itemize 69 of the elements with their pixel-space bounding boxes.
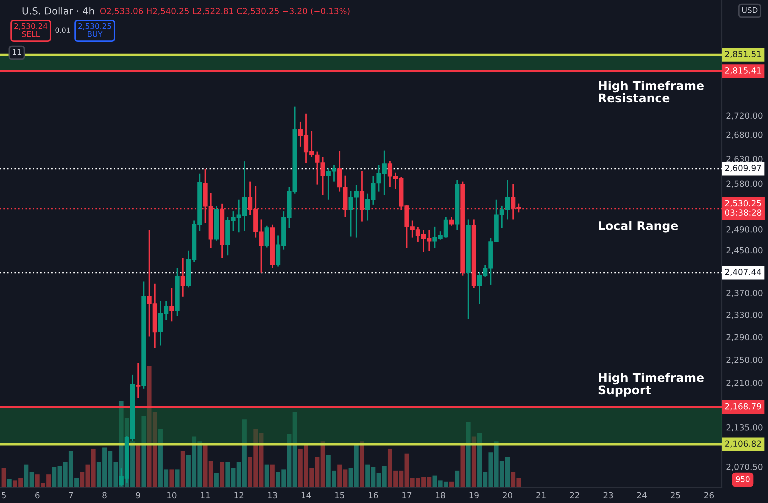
ref-line-label: 2,106.82 <box>725 440 762 448</box>
candlestick <box>264 225 270 248</box>
y-tick-label: 2,580.00 <box>726 180 763 188</box>
x-tick-label: 24 <box>637 492 647 498</box>
x-tick-label: 17 <box>402 492 412 498</box>
ref-line-label: 2,168.79 <box>725 403 762 411</box>
x-tick-label: 10 <box>168 492 177 499</box>
x-tick-label: 19 <box>470 492 479 499</box>
y-tick-label: 2,630.00 <box>726 156 763 164</box>
x-tick-label: 22 <box>570 492 580 498</box>
bar <box>2 468 6 488</box>
bar <box>180 451 186 488</box>
annotation: Local Range <box>599 221 678 233</box>
candlestick <box>180 258 186 298</box>
candlestick <box>170 288 174 322</box>
y-tick-label: 2,490.00 <box>726 226 763 234</box>
y-tick-label: 2,070.50 <box>726 464 763 472</box>
x-tick-label: 23 <box>604 492 614 499</box>
bar <box>170 470 174 488</box>
x-tick-label: 11 <box>201 492 210 498</box>
y-tick-label: 2,210.00 <box>726 380 763 388</box>
ref-line-label: 2,815.41 <box>725 68 762 75</box>
bar <box>175 470 180 488</box>
x-tick-label: 14 <box>302 492 312 498</box>
bar <box>136 444 141 488</box>
bar <box>264 464 270 488</box>
x-tick-label: 6 <box>36 492 40 499</box>
bar <box>460 445 466 488</box>
bar <box>360 442 364 488</box>
x-tick-label: 26 <box>704 492 714 499</box>
x-tick-label: 25 <box>670 492 680 499</box>
annotation: High Timeframe Resistance <box>599 81 704 103</box>
x-tick-label: 5 <box>2 492 6 499</box>
bar <box>220 462 225 488</box>
y-tick-label: 2,370.00 <box>726 290 763 298</box>
bar <box>455 470 460 488</box>
x-tick-label: 7 <box>69 492 74 498</box>
bar <box>7 479 12 488</box>
x-tick-label: 21 <box>536 492 546 498</box>
ref-line-label: 2,609.97 <box>725 165 762 172</box>
bar <box>270 464 275 488</box>
text: U.S. Dollar · 4h <box>22 7 94 15</box>
bar <box>214 473 219 488</box>
y-tick-label: 2,450.00 <box>726 247 763 254</box>
x-tick-label: 16 <box>369 492 378 499</box>
x-tick-label: 13 <box>268 492 278 499</box>
annotation: High Timeframe Support <box>598 373 704 397</box>
ref-line-label: 2,407.44 <box>725 269 762 276</box>
bar <box>450 482 454 488</box>
x-tick-label: 9 <box>136 492 140 499</box>
x-tick-label: 18 <box>436 492 446 499</box>
bar <box>466 422 471 488</box>
x-tick-label: 8 <box>102 492 107 499</box>
x-tick-label: 15 <box>335 492 344 499</box>
y-tick-label: 2,680.00 <box>726 132 763 139</box>
x-tick-label: 20 <box>503 492 512 499</box>
y-tick-label: 2,250.00 <box>726 356 763 364</box>
candlestick <box>136 362 141 399</box>
y-tick-label: 2,135.00 <box>726 424 763 432</box>
y-tick-label: 2,290.00 <box>726 334 763 342</box>
ref-line-label: 2,851.51 <box>725 51 762 58</box>
text: O2,533.06 H2,540.25 L2,522.81 C2,530.25 −3.20 (−0.13%) <box>100 8 350 16</box>
ref-line-label: 2,530.25 03:38:28 <box>725 200 762 216</box>
bar <box>472 436 476 488</box>
bar <box>142 416 146 488</box>
x-tick-label: 12 <box>234 492 244 498</box>
candlestick <box>338 150 342 193</box>
y-tick-label: 2,720.00 <box>726 112 763 120</box>
y-tick-label: 2,330.00 <box>726 312 763 320</box>
